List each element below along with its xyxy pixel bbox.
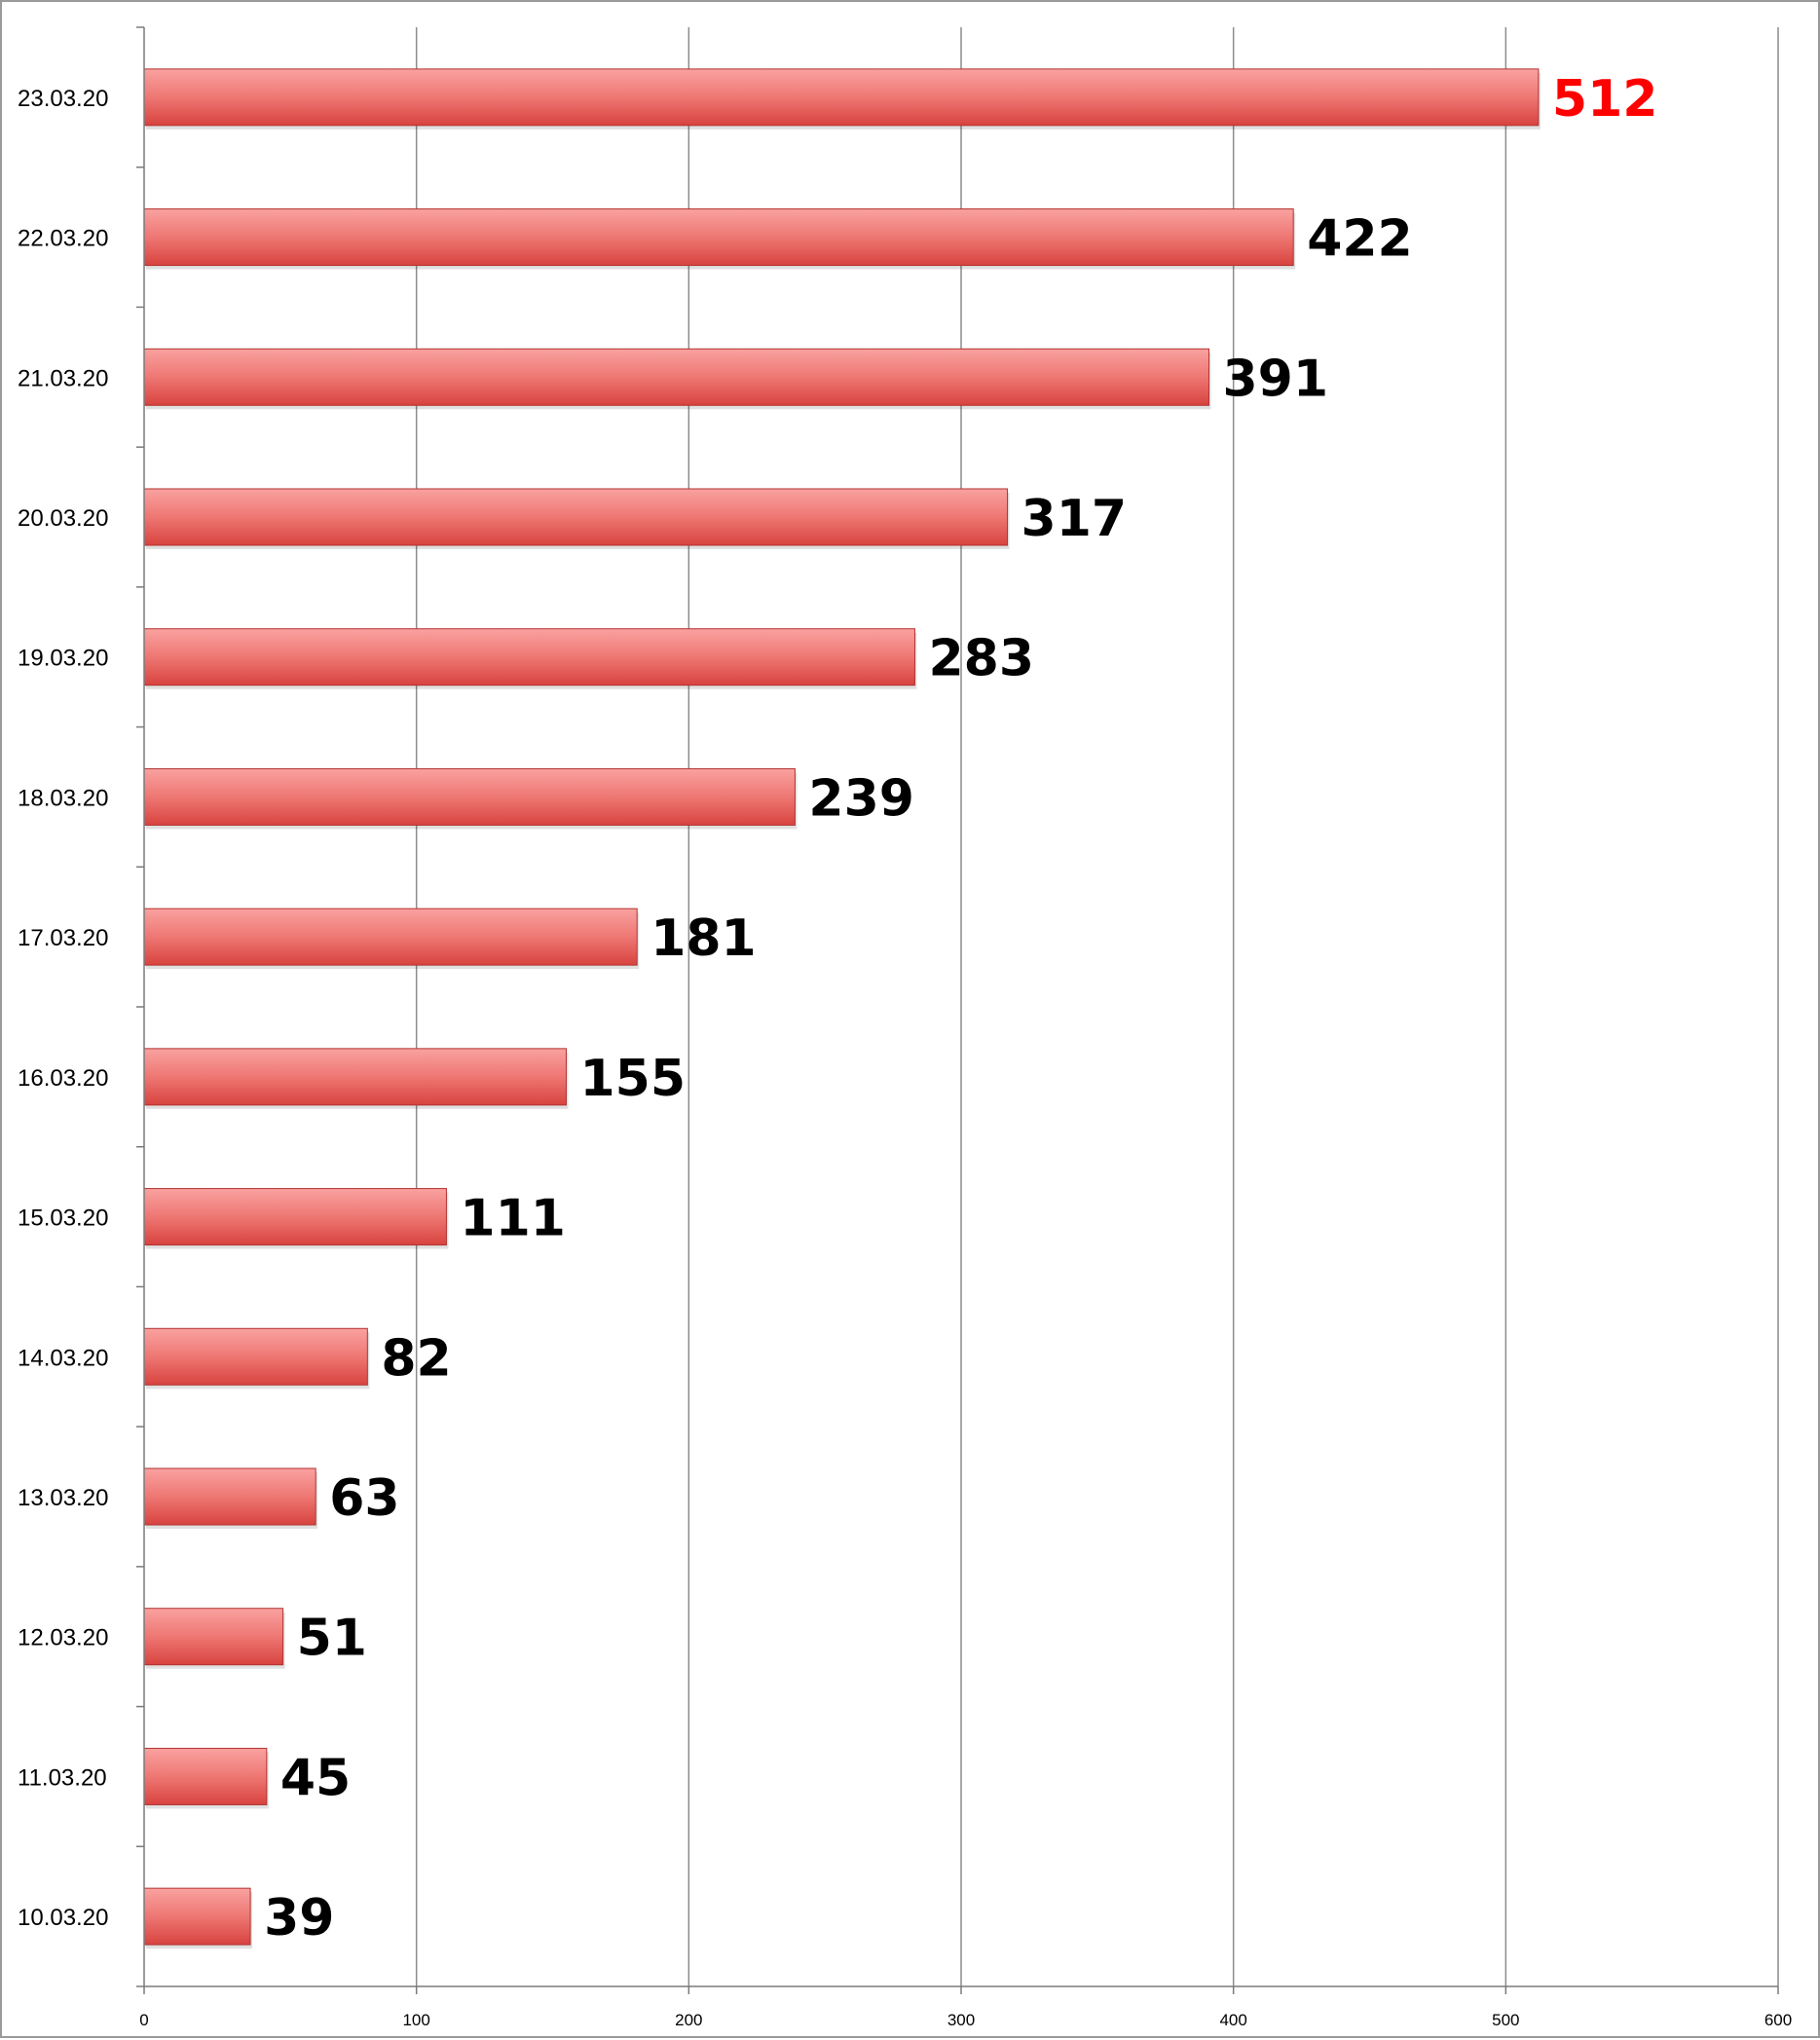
bar-13.03.20 (143, 1467, 316, 1526)
bar-11.03.20 (143, 1747, 268, 1805)
x-tick-label-400: 400 (1219, 2011, 1246, 2029)
category-label-23.03.20: 23.03.20 (18, 86, 108, 112)
x-tick-label-100: 100 (402, 2011, 429, 2029)
data-label-11.03.20: 45 (280, 1749, 351, 1807)
bar-20.03.20 (143, 488, 1009, 546)
category-label-21.03.20: 21.03.20 (18, 365, 108, 391)
category-label-22.03.20: 22.03.20 (18, 226, 108, 252)
x-tick-label-200: 200 (675, 2011, 702, 2029)
data-label-22.03.20: 422 (1307, 210, 1413, 269)
data-label-20.03.20: 317 (1021, 490, 1128, 548)
data-label-19.03.20: 283 (928, 630, 1034, 688)
data-label-17.03.20: 181 (650, 909, 757, 968)
category-label-12.03.20: 12.03.20 (18, 1625, 108, 1651)
data-label-12.03.20: 51 (297, 1610, 367, 1668)
data-label-16.03.20: 155 (579, 1050, 686, 1108)
x-tick-label-500: 500 (1492, 2011, 1519, 2029)
bar-12.03.20 (143, 1608, 284, 1666)
data-label-15.03.20: 111 (460, 1190, 566, 1248)
category-label-10.03.20: 10.03.20 (18, 1905, 108, 1931)
data-label-23.03.20: 512 (1552, 70, 1658, 129)
bar-23.03.20 (143, 68, 1540, 127)
bar-19.03.20 (143, 628, 915, 686)
gridlines (415, 27, 1779, 1986)
data-label-13.03.20: 63 (329, 1469, 399, 1528)
category-label-18.03.20: 18.03.20 (18, 785, 108, 811)
data-label-18.03.20: 239 (808, 769, 914, 828)
category-label-15.03.20: 15.03.20 (18, 1205, 108, 1232)
bar-18.03.20 (143, 767, 796, 826)
x-tick-label-0: 0 (139, 2011, 148, 2029)
category-label-11.03.20: 11.03.20 (18, 1764, 107, 1791)
bar-22.03.20 (143, 208, 1294, 267)
bar-16.03.20 (143, 1048, 567, 1106)
category-label-20.03.20: 20.03.20 (18, 505, 108, 532)
category-label-17.03.20: 17.03.20 (18, 925, 108, 951)
bar-14.03.20 (143, 1327, 368, 1386)
data-label-10.03.20: 39 (264, 1889, 334, 1947)
labels: 23.03.20 512 22.03.20 422 21.03.20 391 20.03.2… (18, 70, 1657, 1947)
category-label-16.03.20: 16.03.20 (18, 1065, 108, 1092)
bar-15.03.20 (143, 1188, 447, 1246)
category-label-19.03.20: 19.03.20 (18, 646, 108, 672)
data-label-21.03.20: 391 (1222, 350, 1328, 408)
x-tick-label-600: 600 (1764, 2011, 1792, 2029)
bar-17.03.20 (143, 908, 638, 966)
category-label-14.03.20: 14.03.20 (18, 1345, 108, 1371)
bars (143, 68, 1541, 1949)
category-label-13.03.20: 13.03.20 (18, 1485, 108, 1511)
data-label-14.03.20: 82 (381, 1329, 451, 1388)
bar-21.03.20 (143, 348, 1209, 406)
x-tick-label-300: 300 (947, 2011, 975, 2029)
bar-10.03.20 (143, 1887, 251, 1946)
axes: 0 100 200 300 400 500 600 (136, 26, 1792, 2029)
